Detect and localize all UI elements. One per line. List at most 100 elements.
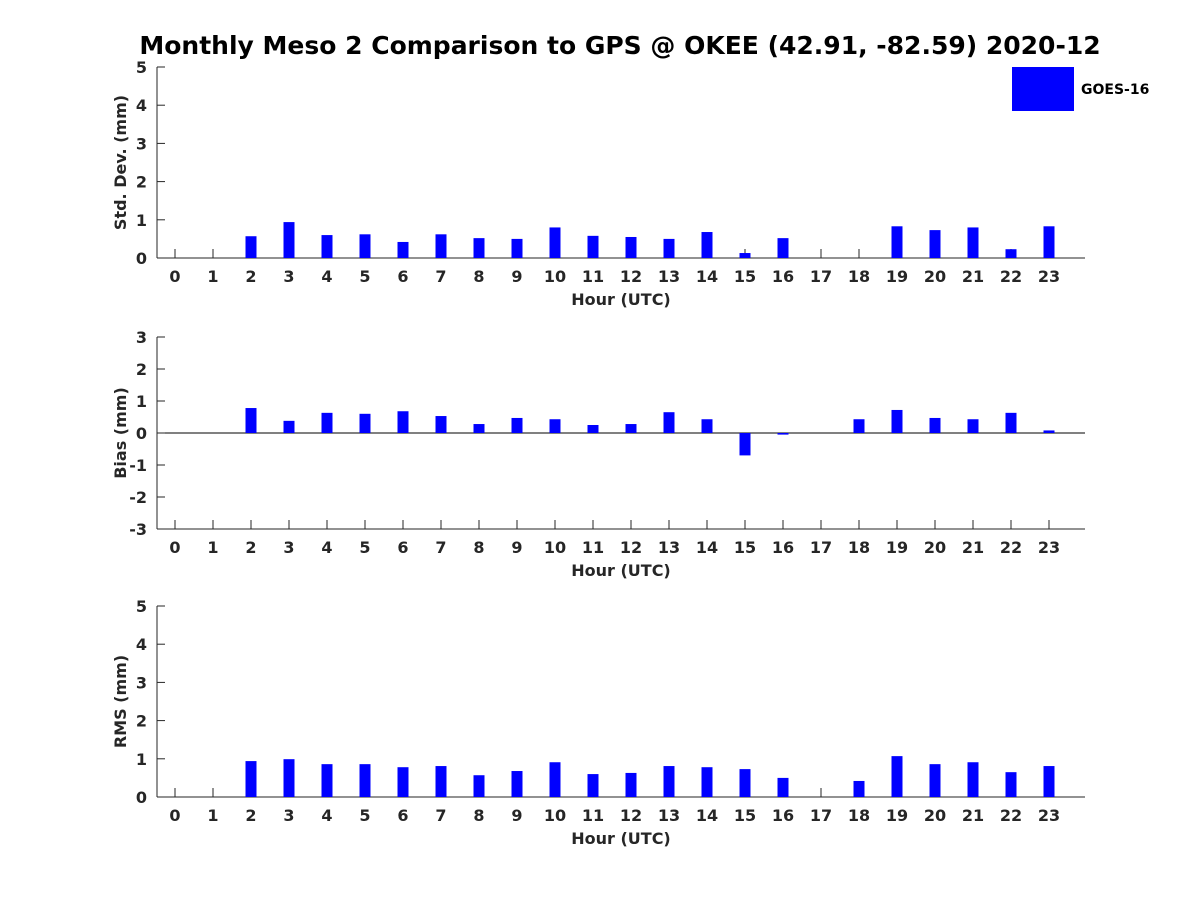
bar-hour-6 xyxy=(397,767,409,797)
x-tick-label: 11 xyxy=(582,267,604,286)
x-tick-label: 20 xyxy=(924,806,946,825)
y-tick-label: 3 xyxy=(136,328,147,347)
x-tick-label: 5 xyxy=(359,806,370,825)
y-tick-label: -3 xyxy=(129,520,147,539)
bar-hour-14 xyxy=(701,419,713,433)
y-tick-label: 4 xyxy=(136,635,147,654)
bar-hour-23 xyxy=(1043,226,1055,258)
bar-hour-12 xyxy=(625,424,637,433)
bar-hour-9 xyxy=(511,238,523,258)
bar-hour-20 xyxy=(929,230,941,258)
bar-hour-13 xyxy=(663,412,675,433)
x-tick-label: 17 xyxy=(810,806,832,825)
bar-hour-10 xyxy=(549,762,561,797)
bar-hour-3 xyxy=(283,222,295,258)
bar-hour-2 xyxy=(245,408,257,433)
x-tick-label: 6 xyxy=(397,806,408,825)
bar-hour-23 xyxy=(1043,766,1055,797)
x-tick-label: 14 xyxy=(696,538,718,557)
legend-label: GOES-16 xyxy=(1081,82,1149,98)
y-axis-label: Std. Dev. (mm) xyxy=(111,95,130,230)
bar-hour-6 xyxy=(397,241,409,258)
x-tick-label: 21 xyxy=(962,267,984,286)
y-tick-label: -2 xyxy=(129,488,147,507)
x-tick-label: 4 xyxy=(321,806,332,825)
y-tick-label: 5 xyxy=(136,58,147,77)
bar-hour-9 xyxy=(511,417,523,433)
x-axis-label: Hour (UTC) xyxy=(571,290,671,309)
x-tick-label: 21 xyxy=(962,806,984,825)
x-tick-label: 19 xyxy=(886,538,908,557)
bar-hour-19 xyxy=(891,409,903,433)
bar-hour-13 xyxy=(663,238,675,258)
x-tick-label: 13 xyxy=(658,806,680,825)
x-tick-label: 9 xyxy=(511,806,522,825)
x-tick-label: 10 xyxy=(544,538,566,557)
y-tick-label: 3 xyxy=(136,673,147,692)
bar-hour-12 xyxy=(625,772,637,797)
legend-swatch xyxy=(1012,67,1074,111)
y-tick-label: 1 xyxy=(136,392,147,411)
bar-hour-4 xyxy=(321,764,333,797)
y-tick-label: 2 xyxy=(136,712,147,731)
x-tick-label: 19 xyxy=(886,806,908,825)
x-tick-label: 11 xyxy=(582,538,604,557)
x-tick-label: 15 xyxy=(734,267,756,286)
bar-hour-6 xyxy=(397,411,409,433)
bar-hour-21 xyxy=(967,419,979,433)
bar-hour-15 xyxy=(739,253,751,258)
x-tick-label: 4 xyxy=(321,538,332,557)
x-tick-label: 2 xyxy=(245,267,256,286)
bar-hour-11 xyxy=(587,235,599,258)
x-tick-label: 0 xyxy=(169,538,180,557)
x-tick-label: 8 xyxy=(473,806,484,825)
x-tick-label: 17 xyxy=(810,538,832,557)
bar-hour-21 xyxy=(967,227,979,258)
bar-hour-13 xyxy=(663,766,675,797)
bar-hour-22 xyxy=(1005,412,1017,433)
bar-hour-3 xyxy=(283,759,295,797)
x-tick-label: 15 xyxy=(734,806,756,825)
x-tick-label: 2 xyxy=(245,806,256,825)
bar-hour-4 xyxy=(321,235,333,258)
bar-hour-20 xyxy=(929,417,941,433)
y-tick-label: 0 xyxy=(136,249,147,268)
bar-hour-7 xyxy=(435,234,447,258)
bar-hour-15 xyxy=(739,769,751,797)
x-tick-label: 13 xyxy=(658,267,680,286)
x-tick-label: 6 xyxy=(397,267,408,286)
x-tick-label: 10 xyxy=(544,267,566,286)
x-tick-label: 16 xyxy=(772,806,794,825)
y-tick-label: 5 xyxy=(136,597,147,616)
y-tick-label: 2 xyxy=(136,360,147,379)
x-tick-label: 12 xyxy=(620,538,642,557)
bar-hour-10 xyxy=(549,419,561,433)
x-tick-label: 15 xyxy=(734,538,756,557)
x-tick-label: 0 xyxy=(169,806,180,825)
y-tick-label: 4 xyxy=(136,96,147,115)
bar-hour-5 xyxy=(359,234,371,258)
y-tick-label: 3 xyxy=(136,134,147,153)
bar-hour-4 xyxy=(321,412,333,433)
x-tick-label: 23 xyxy=(1038,806,1060,825)
x-tick-label: 5 xyxy=(359,538,370,557)
x-tick-label: 9 xyxy=(511,538,522,557)
bar-hour-16 xyxy=(777,238,789,258)
bar-hour-16 xyxy=(777,433,789,435)
x-tick-label: 18 xyxy=(848,267,870,286)
bar-hour-19 xyxy=(891,226,903,258)
x-tick-label: 6 xyxy=(397,538,408,557)
bar-hour-10 xyxy=(549,227,561,258)
y-tick-label: 0 xyxy=(136,788,147,807)
bar-hour-15 xyxy=(739,433,751,456)
bar-hour-23 xyxy=(1043,430,1055,433)
x-tick-label: 1 xyxy=(207,806,218,825)
bar-hour-22 xyxy=(1005,772,1017,797)
y-tick-label: -1 xyxy=(129,456,147,475)
x-tick-label: 11 xyxy=(582,806,604,825)
x-tick-label: 7 xyxy=(435,806,446,825)
